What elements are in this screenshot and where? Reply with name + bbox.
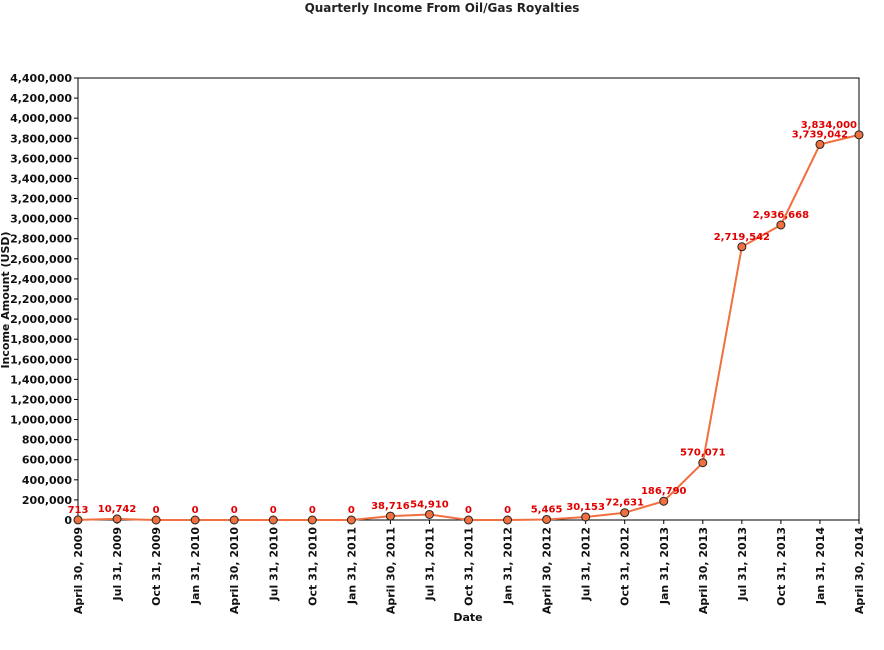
y-tick-label: 4,200,000 (10, 92, 72, 105)
x-tick-label: April 30, 2014 (853, 527, 866, 614)
y-tick-label: 3,200,000 (10, 193, 72, 206)
y-tick-label: 3,400,000 (10, 172, 72, 185)
data-point (268, 515, 278, 525)
series-line (77, 133, 860, 521)
y-tick-label: 4,400,000 (10, 72, 72, 85)
y-tick-label: 1,400,000 (10, 373, 72, 386)
y-tick-label: 1,000,000 (10, 414, 72, 427)
y-axis: 0 200,000 400,000 600,000 800,000 1,000,000 1,… (10, 72, 78, 527)
y-tick-label: 1,600,000 (10, 353, 72, 366)
x-tick-label: April 30, 2011 (384, 527, 397, 614)
x-tick-label: April 30, 2010 (228, 527, 241, 614)
x-tick-label: Oct 31, 2011 (463, 527, 476, 606)
y-tick-label: 3,800,000 (10, 132, 72, 145)
plot-border (77, 77, 860, 521)
data-label: 3,834,000 (801, 120, 857, 131)
data-label: 0 (309, 505, 316, 516)
x-tick-label: April 30, 2012 (541, 527, 554, 614)
x-tick-label: Oct 31, 2010 (306, 527, 319, 606)
x-tick-label: Oct 31, 2009 (150, 527, 163, 606)
data-label: 0 (231, 505, 238, 516)
x-tick-label: Jul 31, 2013 (736, 527, 749, 601)
data-point (307, 515, 317, 525)
data-point (698, 458, 708, 468)
x-tick-label: April 30, 2013 (697, 527, 710, 614)
data-point (659, 496, 669, 506)
y-tick-label: 2,600,000 (10, 253, 72, 266)
data-point (112, 514, 122, 524)
x-tick-label: Jan 31, 2013 (658, 527, 671, 605)
data-label: 0 (348, 505, 355, 516)
data-point (424, 509, 434, 519)
data-point (229, 515, 239, 525)
data-point (815, 139, 825, 149)
y-tick-label: 3,000,000 (10, 213, 72, 226)
y-tick-label: 4,000,000 (10, 112, 72, 125)
data-point (854, 130, 864, 140)
data-label: 0 (153, 505, 160, 516)
x-tick-label: Jul 31, 2009 (111, 527, 124, 601)
data-point (503, 515, 513, 525)
series-income: 713 10,742 0 0 0 0 0 0 38,716 54,910 0 0 5,465 30,153… (68, 120, 864, 525)
x-tick-label: April 30, 2009 (72, 527, 85, 614)
data-label: 713 (68, 505, 89, 516)
x-axis-label: Date (453, 611, 482, 624)
y-tick-label: 400,000 (22, 474, 72, 487)
x-tick-label: Oct 31, 2013 (775, 527, 788, 606)
y-tick-label: 2,000,000 (10, 313, 72, 326)
data-point (346, 515, 356, 525)
data-label: 3,739,042 (792, 129, 848, 140)
y-tick-label: 2,200,000 (10, 293, 72, 306)
x-tick-label: Jan 31, 2010 (189, 527, 202, 605)
y-tick-label: 600,000 (22, 454, 72, 467)
x-tick-label: Jan 31, 2011 (345, 527, 358, 605)
data-label: 0 (465, 505, 472, 516)
x-axis: April 30, 2009 Jul 31, 2009 Oct 31, 2009 Ja… (72, 520, 866, 614)
plot-frame (77, 77, 860, 521)
data-point (73, 515, 83, 525)
x-tick-label: Jul 31, 2010 (267, 527, 280, 602)
x-tick-label: Jul 31, 2011 (423, 527, 436, 601)
data-label: 0 (192, 505, 199, 516)
y-tick-label: 1,800,000 (10, 333, 72, 346)
x-tick-label: Oct 31, 2012 (619, 527, 632, 606)
data-label: 72,631 (605, 498, 644, 509)
data-point (151, 515, 161, 525)
data-label: 30,153 (566, 502, 605, 513)
data-label: 10,742 (98, 504, 137, 515)
y-tick-label: 3,600,000 (10, 152, 72, 165)
chart-title: Quarterly Income From Oil/Gas Royalties (305, 1, 580, 15)
data-label: 570,071 (680, 448, 726, 459)
data-point (620, 508, 630, 518)
data-label: 38,716 (371, 501, 410, 512)
x-tick-label: Jan 31, 2012 (502, 527, 515, 605)
data-label: 5,465 (531, 504, 563, 515)
y-tick-label: 0 (64, 514, 72, 527)
data-label: 0 (270, 505, 277, 516)
y-axis-label: Income Amount (USD) (0, 231, 12, 368)
data-label: 0 (504, 505, 511, 516)
x-tick-label: Jan 31, 2014 (814, 527, 827, 605)
x-tick-label: Jul 31, 2012 (580, 527, 593, 601)
data-point (464, 515, 473, 525)
data-label: 2,936,668 (753, 210, 809, 221)
y-tick-label: 2,800,000 (10, 233, 72, 246)
data-point (737, 242, 747, 252)
y-tick-label: 2,400,000 (10, 273, 72, 286)
y-tick-label: 1,200,000 (10, 393, 72, 406)
data-point (776, 220, 786, 230)
data-point (190, 515, 200, 525)
data-label: 186,790 (641, 486, 687, 497)
y-tick-label: 200,000 (22, 494, 72, 507)
data-point (581, 512, 591, 522)
data-point (385, 511, 395, 521)
y-tick-label: 800,000 (22, 434, 72, 447)
data-label: 54,910 (410, 499, 449, 510)
data-point (542, 514, 552, 524)
data-label: 2,719,542 (714, 232, 770, 243)
